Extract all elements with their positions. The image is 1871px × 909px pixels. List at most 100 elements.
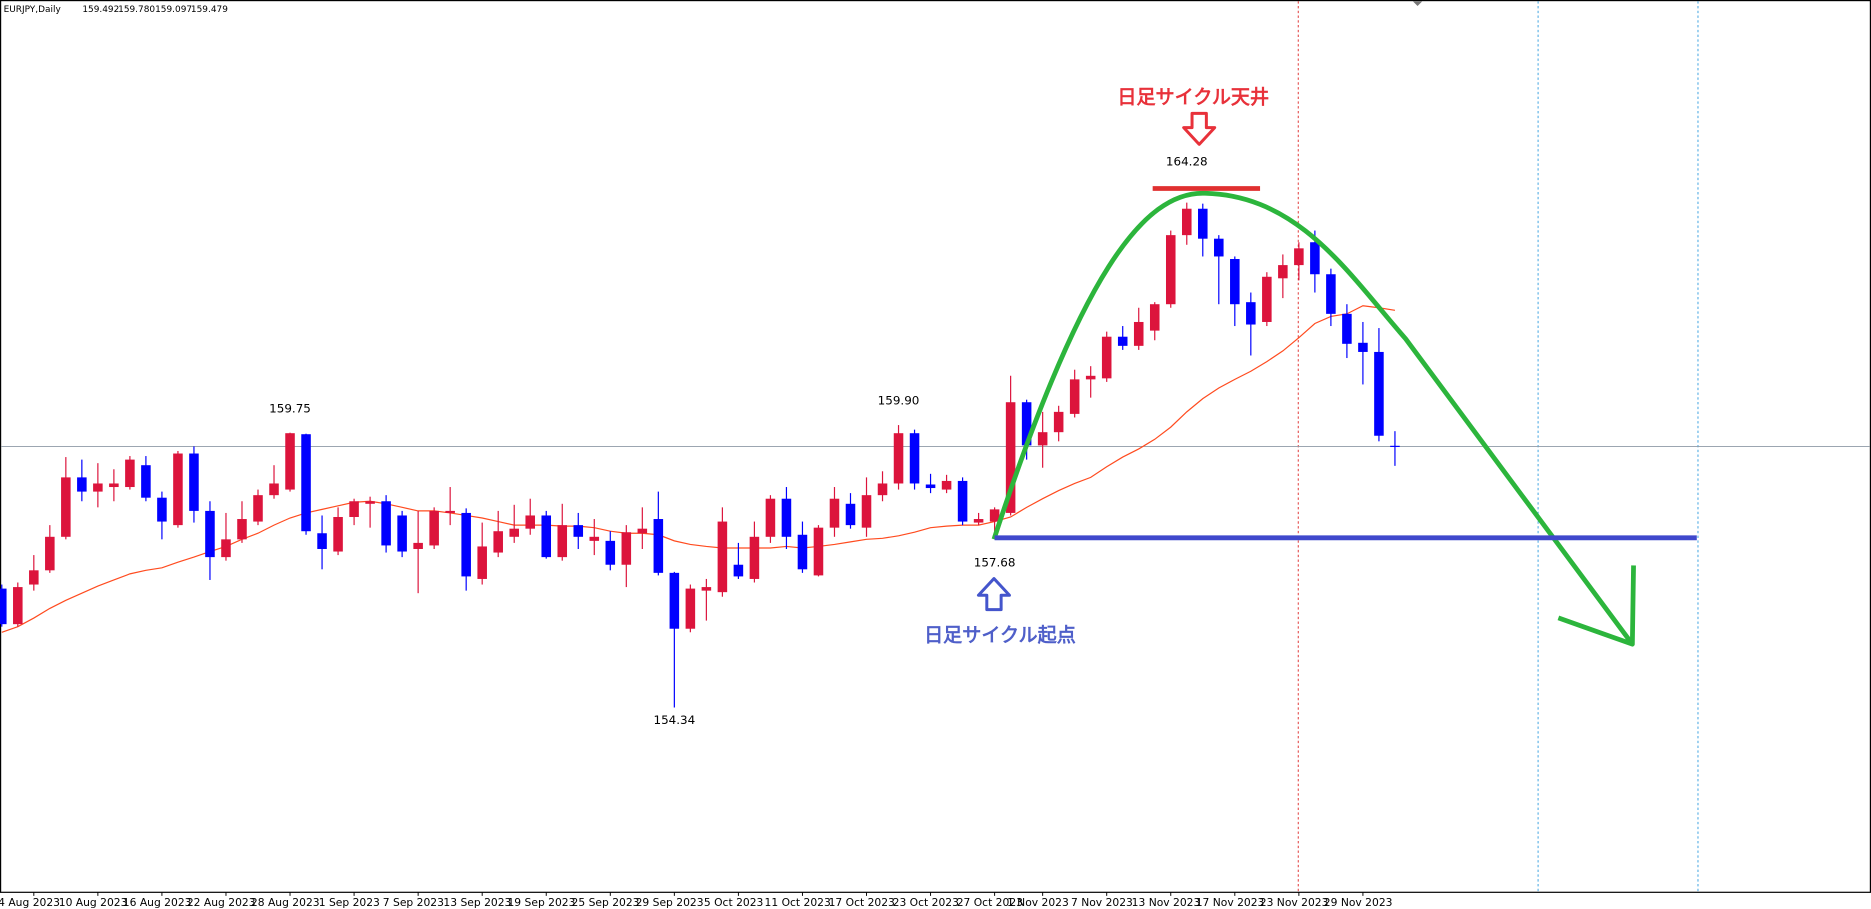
candle-body (765, 498, 776, 537)
candle-body (269, 483, 279, 496)
candle-body (317, 533, 327, 549)
candle-body (1198, 208, 1208, 239)
candle-body (813, 527, 824, 576)
x-tick-label: 1 Nov 2023 (1007, 896, 1069, 909)
price-label: 159.75 (269, 401, 311, 415)
candle-body (1246, 302, 1256, 325)
x-tick-label: 4 Aug 2023 (0, 896, 60, 909)
candle-body (845, 503, 856, 526)
candle-body (861, 495, 872, 528)
candle-body (589, 536, 600, 541)
candle-body (333, 516, 343, 552)
scroll-marker (1412, 1, 1423, 6)
candle-body (1021, 402, 1032, 446)
candle-body (749, 536, 760, 579)
candle-body (1149, 304, 1160, 331)
x-tick-label: 28 Aug 2023 (251, 896, 320, 909)
candle-body (1053, 411, 1064, 433)
candle-body (1037, 432, 1048, 446)
x-tick-label: 17 Nov 2023 (1196, 896, 1265, 909)
candle-body (237, 519, 247, 540)
candle-body (573, 525, 584, 537)
candle-body (1230, 259, 1240, 305)
candle-body (45, 536, 55, 571)
candle-body (0, 588, 7, 625)
candle-body (1278, 265, 1288, 279)
x-tick-label: 11 Oct 2023 (765, 896, 831, 909)
candle-body (253, 495, 263, 522)
candle-body (1342, 313, 1352, 344)
candle-body (493, 531, 503, 553)
candle-body (461, 512, 471, 577)
candle-body (701, 587, 712, 591)
x-tick-label: 22 Aug 2023 (187, 896, 256, 909)
candle-body (125, 459, 135, 488)
candle-body (1069, 379, 1080, 414)
candle-body (733, 564, 744, 577)
candle-body (717, 521, 728, 593)
data-layer (0, 202, 1400, 708)
x-tick-label: 13 Sep 2023 (443, 896, 511, 909)
candle-body (541, 515, 552, 558)
candle-body (669, 572, 680, 629)
candle-body (477, 546, 487, 579)
candle-body (685, 588, 696, 629)
candle-body (173, 453, 183, 526)
candle-body (221, 539, 231, 558)
x-tick-label: 17 Oct 2023 (829, 896, 895, 909)
candle-body (1374, 351, 1384, 436)
candle-body (1165, 235, 1176, 305)
ohlc-label: 159.097 (155, 5, 192, 15)
candle-body (877, 483, 888, 496)
candle-body (445, 510, 455, 513)
candle-body (509, 528, 519, 537)
x-tick-label: 27 Oct 2023 (957, 896, 1023, 909)
x-tick-label: 19 Sep 2023 (507, 896, 575, 909)
candle-body (893, 433, 904, 484)
candle-body (781, 498, 792, 537)
price-label: 154.34 (653, 713, 695, 727)
candle-body (93, 483, 103, 492)
x-tick-label: 29 Sep 2023 (636, 896, 704, 909)
candle-body (429, 510, 439, 546)
candle-body (1085, 375, 1096, 380)
x-tick-label: 7 Nov 2023 (1071, 896, 1133, 909)
candle-body (957, 480, 968, 522)
ohlc-label: 159.492 (82, 5, 119, 15)
x-tick-label: 29 Nov 2023 (1324, 896, 1393, 909)
price-label: 159.90 (878, 394, 920, 408)
x-tick-label: 16 Aug 2023 (123, 896, 192, 909)
x-tick-label: 1 Sep 2023 (319, 896, 380, 909)
ohlc-label: 159.780 (118, 5, 155, 15)
candle-body (61, 477, 71, 537)
candle-body (989, 509, 1000, 522)
candle-body (189, 453, 199, 511)
candle-body (285, 433, 295, 490)
candle-body (301, 434, 311, 532)
candle-body (621, 532, 632, 565)
candle-body (13, 587, 23, 625)
candle-body (829, 498, 840, 528)
moving-average (1, 305, 1396, 633)
candle-body (1294, 248, 1304, 266)
candle-body (1005, 402, 1016, 513)
candle-body (605, 540, 616, 565)
x-tick-label: 23 Nov 2023 (1260, 896, 1329, 909)
candle-body (413, 542, 423, 549)
candle-body (349, 501, 359, 517)
ohlc-label: 159.479 (191, 5, 228, 15)
candle-body (973, 519, 984, 523)
candle-body (29, 570, 39, 585)
candle-body (1181, 208, 1192, 236)
x-tick-label: 7 Sep 2023 (383, 896, 444, 909)
candle-body (109, 483, 119, 488)
candle-body (397, 515, 407, 552)
candle-body (1310, 242, 1320, 275)
drawing-layer: 日足サイクル天井 日足サイクル起点 EURJPY,Daily 159.492 1… (4, 5, 1697, 727)
candle-body (205, 510, 215, 558)
candle-body (909, 433, 920, 484)
candle-body (1214, 238, 1224, 257)
cycle-arc (991, 190, 1635, 646)
